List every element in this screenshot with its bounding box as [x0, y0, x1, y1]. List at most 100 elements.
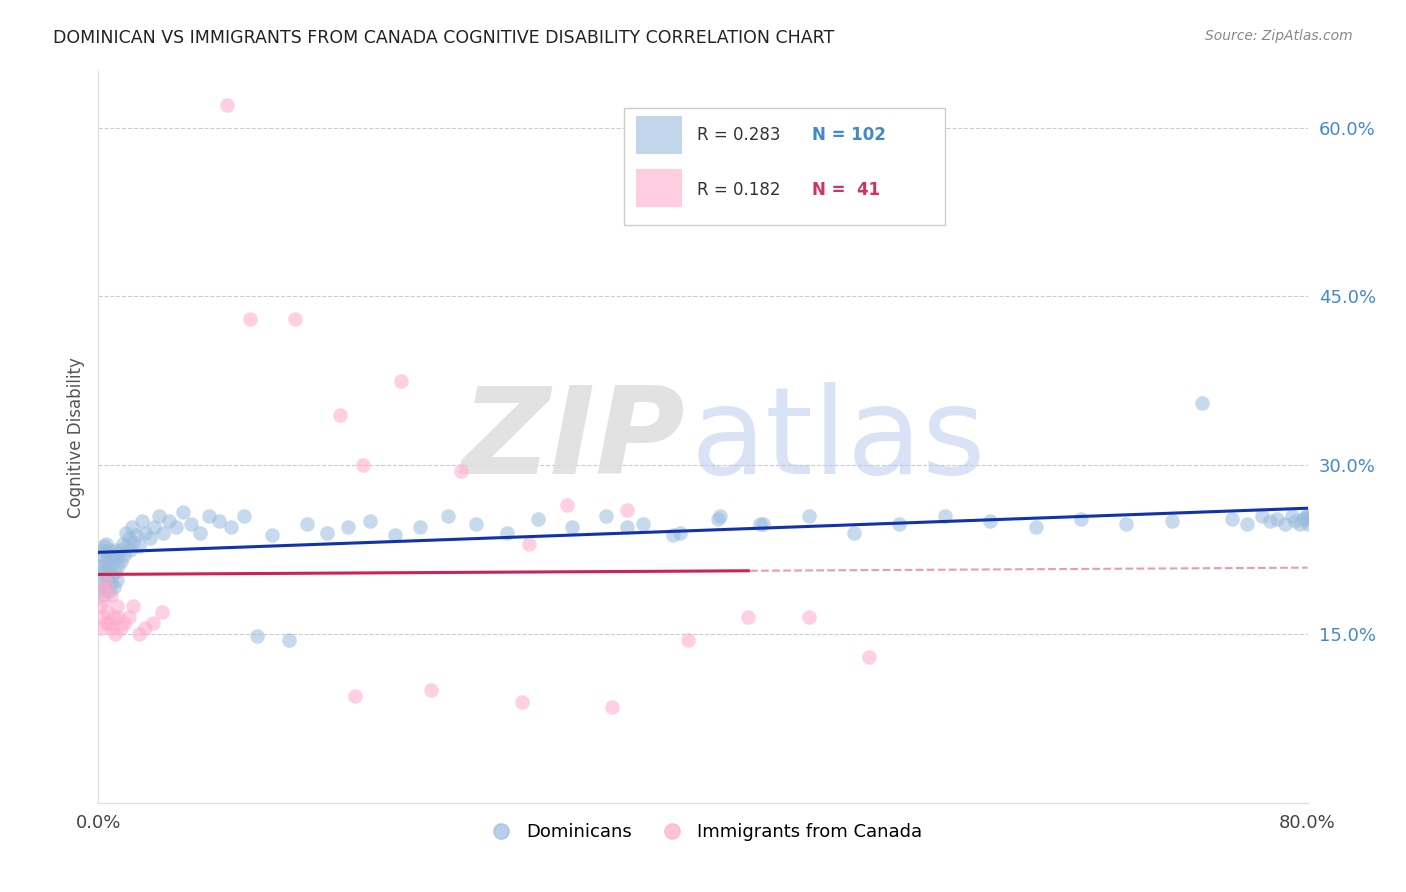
Point [1281, 508, 1303, 523]
Point [98, 542, 121, 557]
Point [101, 568, 124, 582]
Text: N = 102: N = 102 [811, 126, 886, 144]
Point [1274, 516, 1296, 531]
Point [89, 559, 111, 574]
Point [709, 508, 731, 523]
Text: ZIP: ZIP [461, 383, 685, 500]
Point [616, 503, 638, 517]
Point [111, 537, 134, 551]
Point [104, 627, 127, 641]
Point [103, 554, 125, 568]
Point [602, 700, 624, 714]
Point [616, 520, 638, 534]
Point [128, 539, 150, 553]
Point [110, 621, 132, 635]
Point [284, 312, 307, 326]
Point [560, 520, 582, 534]
Point [103, 610, 125, 624]
Point [101, 621, 124, 635]
Point [450, 464, 472, 478]
Point [1284, 515, 1306, 529]
Point [90, 621, 112, 635]
Point [527, 512, 550, 526]
Point [107, 610, 129, 624]
Point [1267, 512, 1289, 526]
Point [122, 534, 145, 549]
Point [1296, 516, 1319, 531]
Point [91, 565, 114, 579]
Point [188, 525, 211, 540]
Text: Source: ZipAtlas.com: Source: ZipAtlas.com [1205, 29, 1353, 43]
Text: atlas: atlas [690, 383, 987, 500]
Point [172, 506, 194, 520]
Point [96, 571, 118, 585]
Point [1220, 512, 1243, 526]
Point [844, 525, 866, 540]
Point [295, 516, 318, 531]
Point [797, 610, 820, 624]
Point [1296, 512, 1319, 526]
Point [150, 605, 173, 619]
Point [148, 508, 170, 523]
Point [105, 573, 128, 587]
Text: N =  41: N = 41 [811, 181, 880, 199]
Point [91, 542, 114, 557]
Point [389, 374, 412, 388]
Point [107, 559, 129, 574]
Point [1160, 515, 1182, 529]
Point [737, 610, 759, 624]
Point [115, 539, 138, 553]
Point [96, 546, 118, 560]
Point [1258, 515, 1281, 529]
Point [93, 539, 115, 553]
Point [134, 621, 156, 635]
FancyBboxPatch shape [637, 169, 682, 207]
Text: R = 0.283: R = 0.283 [697, 126, 780, 144]
Point [110, 554, 132, 568]
Point [232, 508, 254, 523]
Point [315, 525, 337, 540]
Point [517, 537, 540, 551]
Point [510, 694, 533, 708]
Point [277, 632, 299, 647]
Point [98, 584, 121, 599]
Point [352, 458, 374, 473]
Point [979, 515, 1001, 529]
Point [208, 515, 231, 529]
Text: R = 0.182: R = 0.182 [697, 181, 780, 199]
Point [409, 520, 432, 534]
Point [104, 565, 127, 579]
Point [89, 599, 111, 613]
Point [669, 525, 692, 540]
Point [103, 580, 125, 594]
Point [105, 599, 128, 613]
Point [889, 516, 911, 531]
Point [555, 498, 578, 512]
Point [797, 508, 820, 523]
Point [98, 615, 121, 630]
Point [595, 508, 617, 523]
Y-axis label: Cognitive Disability: Cognitive Disability [66, 357, 84, 517]
FancyBboxPatch shape [637, 116, 682, 154]
Point [152, 525, 174, 540]
Point [105, 550, 128, 565]
Point [94, 554, 117, 568]
Point [131, 515, 153, 529]
Point [94, 576, 117, 591]
Point [93, 593, 115, 607]
Point [436, 508, 458, 523]
Point [360, 515, 382, 529]
Point [100, 588, 122, 602]
Point [749, 516, 772, 531]
Legend: Dominicans, Immigrants from Canada: Dominicans, Immigrants from Canada [477, 816, 929, 848]
Point [495, 525, 517, 540]
Point [1191, 396, 1213, 410]
Point [122, 599, 145, 613]
Point [94, 576, 117, 591]
Point [159, 515, 181, 529]
Point [329, 408, 352, 422]
Point [661, 528, 683, 542]
Point [112, 548, 135, 562]
Point [90, 576, 112, 591]
Point [1115, 516, 1137, 531]
